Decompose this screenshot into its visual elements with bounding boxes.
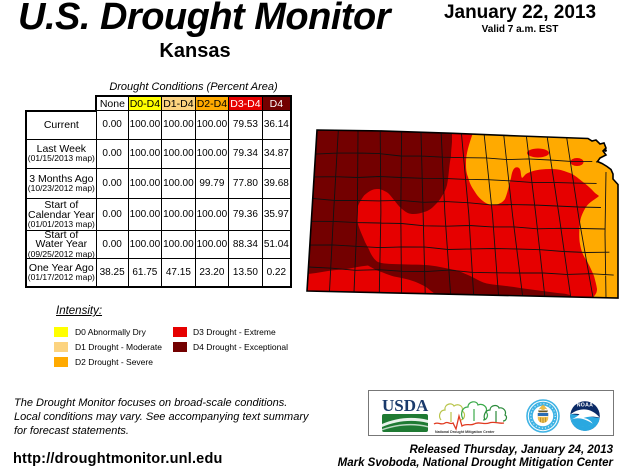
svg-text:NOAA: NOAA (577, 403, 593, 409)
svg-text:USDA: USDA (382, 396, 429, 415)
svg-text:National Drought Mitigation C: National Drought Mitigation Center (435, 430, 495, 434)
